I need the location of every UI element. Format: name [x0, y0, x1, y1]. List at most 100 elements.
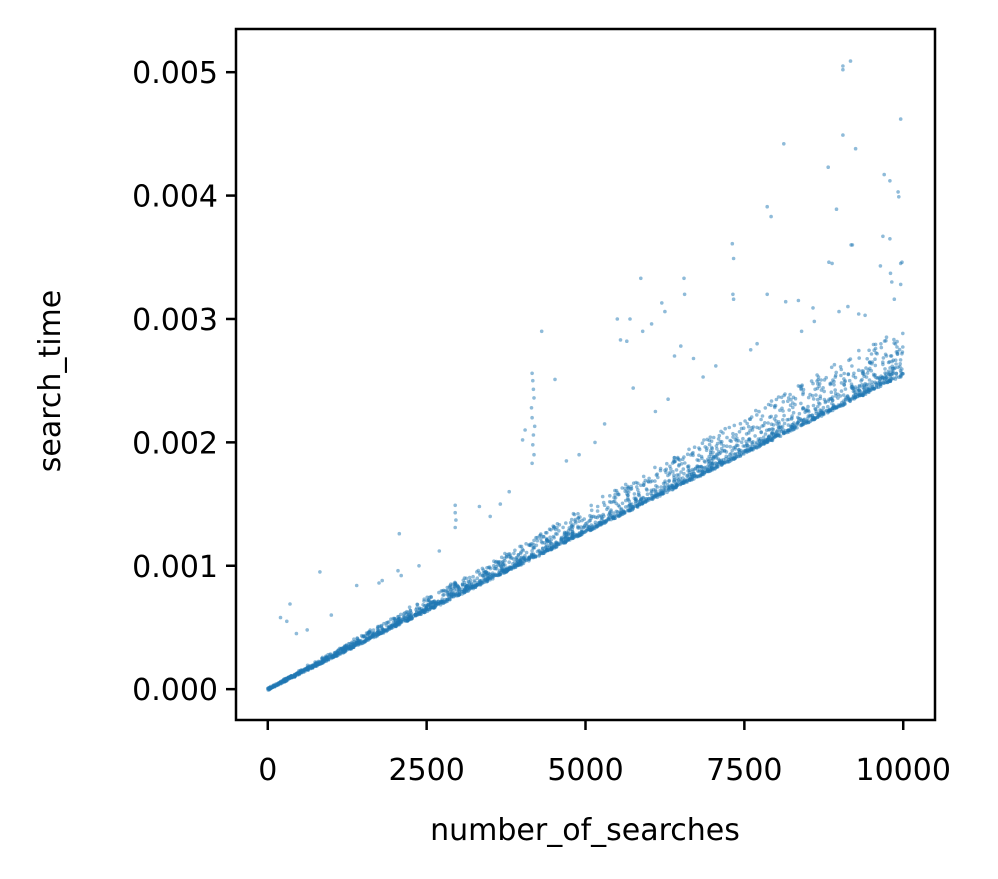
- scatter-point: [599, 522, 603, 527]
- scatter-point: [697, 469, 701, 474]
- scatter-point: [758, 436, 763, 441]
- scatter-point: [612, 499, 617, 504]
- scatter-point: [741, 436, 745, 441]
- scatter-point: [873, 363, 878, 368]
- scatter-point: [839, 373, 843, 378]
- scatter-point: [842, 383, 847, 387]
- scatter-point: [487, 576, 491, 580]
- scatter-point: [808, 392, 812, 397]
- scatter-point: [481, 579, 486, 584]
- scatter-point: [672, 354, 677, 358]
- scatter-point: [823, 400, 828, 405]
- scatter-point: [614, 488, 619, 493]
- scatter-point: [769, 399, 774, 403]
- scatter-point: [653, 479, 657, 483]
- scatter-point: [857, 356, 861, 360]
- scatter-point: [791, 410, 796, 415]
- scatter-point: [296, 671, 300, 675]
- scatter-point: [377, 581, 381, 585]
- scatter-point: [716, 462, 721, 466]
- scatter-point: [554, 532, 558, 536]
- scatter-point: [685, 452, 690, 457]
- scatter-point: [834, 405, 839, 410]
- scatter-point: [708, 461, 712, 466]
- scatter-point: [663, 485, 667, 489]
- scatter-point: [814, 393, 818, 397]
- scatter-point: [285, 678, 290, 682]
- scatter-point: [587, 519, 591, 523]
- scatter-point: [591, 527, 595, 531]
- scatter-point: [341, 646, 345, 651]
- scatter-point: [737, 450, 742, 454]
- scatter-point: [763, 438, 768, 443]
- scatter-point: [620, 501, 625, 506]
- scatter-point: [471, 574, 475, 579]
- scatter-point: [679, 344, 683, 348]
- scatter-point: [783, 392, 787, 396]
- scatter-point: [852, 371, 856, 376]
- scatter-point: [901, 331, 905, 336]
- scatter-point: [623, 486, 627, 491]
- scatter-point: [725, 435, 729, 440]
- scatter-point: [589, 503, 593, 508]
- scatter-point: [448, 597, 452, 602]
- scatter-point: [864, 366, 868, 370]
- scatter-point: [469, 578, 473, 583]
- scatter-point: [702, 471, 707, 475]
- scatter-point: [791, 401, 795, 405]
- scatter-point: [781, 409, 785, 413]
- scatter-point: [630, 505, 635, 510]
- scatter-point: [663, 309, 667, 314]
- scatter-point: [493, 560, 498, 564]
- scatter-point: [894, 371, 899, 376]
- scatter-point: [545, 547, 549, 552]
- scatter-point: [839, 389, 844, 393]
- scatter-point: [534, 543, 539, 548]
- scatter-point: [872, 387, 876, 391]
- scatter-point: [691, 356, 696, 361]
- scatter-point: [728, 444, 732, 449]
- scatter-point: [898, 368, 903, 373]
- scatter-point: [811, 306, 815, 310]
- scatter-point: [409, 615, 414, 620]
- scatter-point: [532, 396, 536, 400]
- scatter-point: [618, 338, 623, 342]
- scatter-point: [702, 438, 706, 442]
- scatter-point: [901, 371, 905, 376]
- scatter-point: [878, 264, 883, 268]
- scatter-point: [577, 452, 581, 457]
- scatter-point: [650, 489, 654, 494]
- scatter-point: [437, 549, 442, 553]
- scatter-point: [354, 583, 359, 588]
- scatter-point: [513, 563, 517, 568]
- scatter-point: [686, 469, 690, 473]
- scatter-point: [341, 651, 346, 655]
- scatter-point: [665, 461, 669, 466]
- scatter-point: [655, 495, 660, 500]
- scatter-point: [699, 454, 704, 459]
- scatter-point: [683, 461, 687, 465]
- scatter-point: [309, 664, 313, 669]
- scatter-point: [744, 432, 749, 436]
- y-tick-label: 0.004: [132, 180, 218, 215]
- scatter-point: [445, 599, 450, 604]
- scatter-point: [531, 433, 536, 437]
- scatter-point: [653, 409, 658, 414]
- scatter-point: [555, 525, 559, 530]
- scatter-point: [704, 448, 709, 453]
- scatter-point: [638, 498, 643, 503]
- scatter-point: [385, 623, 389, 628]
- scatter-point: [382, 621, 386, 626]
- scatter-point: [839, 381, 844, 385]
- scatter-point: [440, 589, 445, 593]
- scatter-point: [294, 631, 299, 636]
- scatter-point: [761, 435, 766, 440]
- scatter-point: [576, 512, 580, 516]
- scatter-point: [639, 276, 643, 281]
- scatter-point: [688, 478, 692, 483]
- scatter-point: [667, 478, 671, 483]
- scatter-point: [671, 469, 675, 474]
- scatter-point: [856, 368, 861, 373]
- scatter-point: [564, 521, 568, 525]
- scatter-point: [602, 519, 606, 524]
